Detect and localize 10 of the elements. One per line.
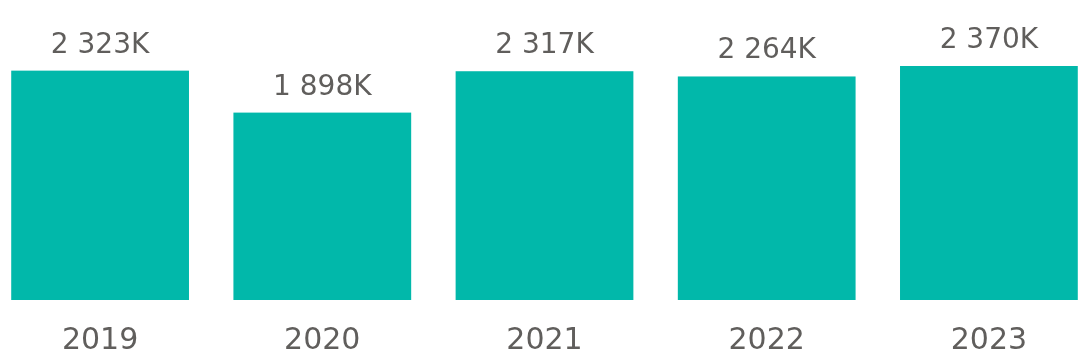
x-tick-label: 2023	[950, 321, 1028, 356]
x-tick-label: 2021	[506, 321, 583, 356]
data-label: 1 898K	[273, 68, 373, 102]
data-label: 2 370K	[939, 22, 1039, 55]
x-tick-label: 2019	[61, 321, 139, 356]
data-label: 2 323K	[50, 26, 150, 60]
x-tick-label: 2020	[284, 321, 361, 356]
data-label: 2 317K	[495, 27, 595, 61]
x-tick-label: 2022	[728, 321, 805, 356]
data-label: 2 264K	[717, 32, 817, 66]
